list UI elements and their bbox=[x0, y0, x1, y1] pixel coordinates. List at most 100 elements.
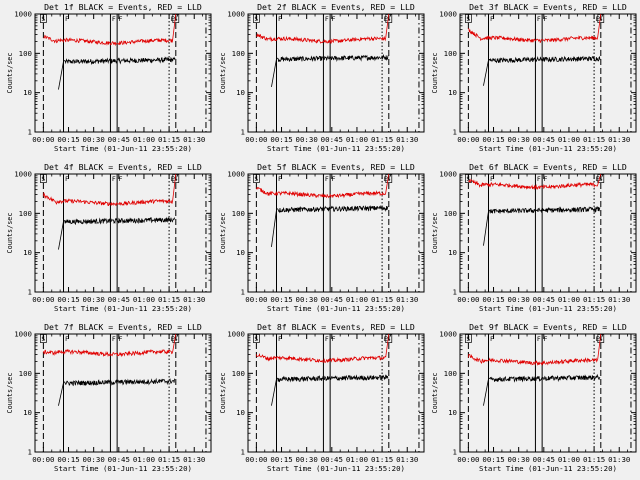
y-tick-label: 1 bbox=[453, 128, 457, 137]
x-tick-label: 00:00 bbox=[32, 455, 54, 464]
series-lld-line bbox=[42, 334, 177, 358]
y-tick-label: 1 bbox=[28, 288, 32, 297]
x-tick-label: 00:15 bbox=[482, 455, 504, 464]
plot-frame bbox=[247, 173, 425, 293]
y-tick-label: 10 bbox=[236, 88, 245, 97]
marker-label-s: S bbox=[41, 175, 45, 183]
y-tick-label: 10 bbox=[23, 408, 32, 417]
marker-label-s: S bbox=[174, 335, 178, 343]
x-axis-label: Start Time (01-Jun-11 23:55:20) bbox=[267, 464, 405, 473]
marker-label-f: F bbox=[544, 335, 548, 343]
series-lld-line bbox=[468, 174, 602, 191]
panel-det-1: Det 1f BLACK = Events, RED = LLD 1 10 100 10… bbox=[6, 2, 212, 153]
panel-det-3: Det 3f BLACK = Events, RED = LLD 1 10 100 10… bbox=[431, 2, 637, 153]
x-tick-label: 01:15 bbox=[371, 135, 393, 144]
marker-label-f: F bbox=[490, 15, 494, 23]
x-tick-label: 01:15 bbox=[158, 295, 180, 304]
x-tick-label: 00:45 bbox=[533, 455, 555, 464]
y-tick-label: 10 bbox=[236, 248, 245, 257]
series-lld-line bbox=[467, 334, 602, 366]
marker-label-f: F bbox=[490, 335, 494, 343]
marker-label-box bbox=[253, 174, 260, 183]
marker-label-f: F bbox=[65, 15, 69, 23]
y-tick-label: 100 bbox=[19, 49, 32, 58]
y-tick-label: 10 bbox=[448, 408, 457, 417]
y-tick-label: 10 bbox=[23, 88, 32, 97]
marker-label-f: F bbox=[537, 175, 541, 183]
panel-det-5: Det 5f BLACK = Events, RED = LLD 1 10 100 10… bbox=[219, 162, 425, 313]
x-tick-label: 01:00 bbox=[346, 455, 368, 464]
x-tick-label: 01:00 bbox=[558, 455, 580, 464]
series-lld-line bbox=[256, 14, 390, 44]
x-tick-label: 01:30 bbox=[183, 295, 205, 304]
marker-label-s: S bbox=[41, 15, 45, 23]
series-events-line bbox=[483, 373, 601, 406]
marker-label-f: F bbox=[65, 335, 69, 343]
plot-frame bbox=[247, 13, 425, 133]
marker-label-f: F bbox=[278, 15, 282, 23]
series-events-line bbox=[271, 53, 389, 87]
y-axis-label: Counts/sec bbox=[6, 53, 14, 94]
y-tick-label: 100 bbox=[444, 209, 457, 218]
x-tick-label: 00:00 bbox=[32, 135, 54, 144]
y-axis-label: Counts/sec bbox=[431, 213, 439, 254]
y-tick-label: 100 bbox=[232, 209, 245, 218]
marker-label-s: S bbox=[387, 335, 391, 343]
x-tick-label: 00:15 bbox=[57, 455, 79, 464]
y-axis-label: Counts/sec bbox=[6, 213, 14, 254]
y-tick-label: 1 bbox=[241, 448, 245, 457]
x-tick-label: 01:00 bbox=[133, 295, 155, 304]
x-tick-label: 01:30 bbox=[183, 455, 205, 464]
x-axis-label: Start Time (01-Jun-11 23:55:20) bbox=[267, 144, 405, 153]
y-tick-label: 100 bbox=[444, 49, 457, 58]
y-axis-label: Counts/sec bbox=[219, 53, 227, 94]
y-tick-label: 100 bbox=[19, 209, 32, 218]
series-events-line bbox=[483, 205, 601, 246]
x-tick-label: 01:00 bbox=[558, 295, 580, 304]
x-tick-label: 00:45 bbox=[108, 295, 130, 304]
y-tick-label: 1000 bbox=[14, 330, 32, 339]
y-axis-label: Counts/sec bbox=[219, 373, 227, 414]
marker-label-s: S bbox=[254, 15, 258, 23]
plot-frame bbox=[459, 13, 637, 133]
x-tick-label: 00:30 bbox=[508, 455, 530, 464]
y-tick-label: 1000 bbox=[439, 170, 457, 179]
marker-label-f: F bbox=[537, 15, 541, 23]
x-tick-label: 00:45 bbox=[321, 135, 343, 144]
marker-label-box bbox=[465, 334, 472, 343]
y-tick-label: 1 bbox=[28, 128, 32, 137]
plot-frame bbox=[34, 13, 212, 133]
marker-label-s: S bbox=[466, 335, 470, 343]
x-tick-label: 01:15 bbox=[371, 455, 393, 464]
x-tick-label: 00:00 bbox=[245, 295, 267, 304]
x-tick-label: 01:00 bbox=[133, 455, 155, 464]
y-tick-label: 1 bbox=[28, 448, 32, 457]
x-tick-label: 00:30 bbox=[83, 455, 105, 464]
series-events-line bbox=[58, 56, 176, 90]
y-tick-label: 1000 bbox=[227, 170, 245, 179]
marker-label-s: S bbox=[599, 335, 603, 343]
x-tick-label: 01:00 bbox=[558, 135, 580, 144]
series-lld-line bbox=[255, 334, 390, 364]
series-events-line bbox=[271, 204, 389, 247]
panel-det-4: Det 4f BLACK = Events, RED = LLD 1 10 100 10… bbox=[6, 162, 212, 313]
y-tick-label: 10 bbox=[23, 248, 32, 257]
marker-label-f: F bbox=[544, 15, 548, 23]
x-tick-label: 01:15 bbox=[583, 135, 605, 144]
x-tick-label: 01:30 bbox=[608, 295, 630, 304]
y-tick-label: 1 bbox=[453, 288, 457, 297]
marker-label-s: S bbox=[387, 175, 391, 183]
series-lld-line bbox=[468, 14, 602, 44]
x-tick-label: 01:30 bbox=[396, 455, 418, 464]
marker-label-s: S bbox=[41, 335, 45, 343]
panel-title: Det 2f BLACK = Events, RED = LLD bbox=[257, 2, 415, 12]
panel-det-6: Det 6f BLACK = Events, RED = LLD 1 10 100 10… bbox=[431, 162, 637, 313]
marker-label-f: F bbox=[119, 15, 123, 23]
marker-label-f: F bbox=[325, 175, 329, 183]
y-tick-label: 10 bbox=[236, 408, 245, 417]
panel-title: Det 1f BLACK = Events, RED = LLD bbox=[44, 2, 202, 12]
marker-label-f: F bbox=[278, 335, 282, 343]
x-axis-label: Start Time (01-Jun-11 23:55:20) bbox=[54, 464, 192, 473]
series-lld-line bbox=[256, 174, 390, 199]
plot-frame bbox=[459, 333, 637, 453]
